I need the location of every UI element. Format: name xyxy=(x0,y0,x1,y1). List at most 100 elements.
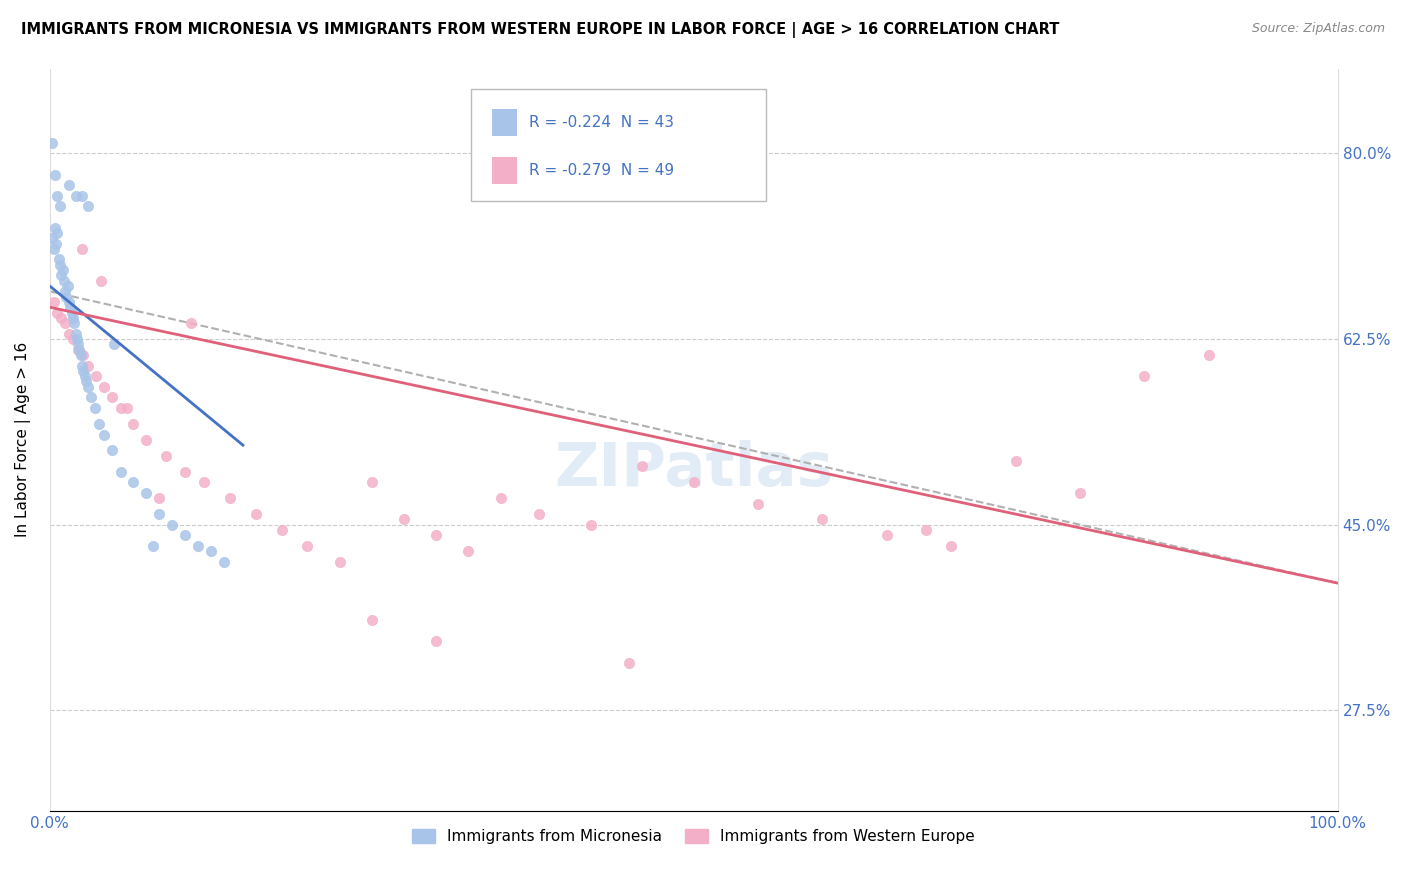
Point xyxy=(122,417,145,431)
Point xyxy=(62,310,84,325)
Point xyxy=(160,517,183,532)
Point xyxy=(579,517,602,532)
Point xyxy=(360,475,382,490)
Point xyxy=(58,326,80,341)
Point xyxy=(77,359,100,373)
Point xyxy=(67,337,90,351)
Y-axis label: In Labor Force | Age > 16: In Labor Force | Age > 16 xyxy=(15,343,31,538)
Point xyxy=(44,220,66,235)
Point xyxy=(58,178,80,193)
Point xyxy=(148,507,170,521)
Point xyxy=(142,539,165,553)
Point xyxy=(65,326,87,341)
Point xyxy=(45,236,67,251)
Point xyxy=(110,465,132,479)
Point xyxy=(135,486,157,500)
Point xyxy=(425,634,447,648)
Point xyxy=(631,459,654,474)
Point xyxy=(1133,369,1156,384)
Point xyxy=(80,391,103,405)
Point xyxy=(58,294,80,309)
Point xyxy=(53,285,76,299)
Point xyxy=(84,369,107,384)
Point xyxy=(73,369,96,384)
Point xyxy=(425,528,447,542)
Point xyxy=(155,449,177,463)
Point xyxy=(60,305,83,319)
Text: ZIPatlas: ZIPatlas xyxy=(554,440,834,499)
Point xyxy=(392,512,415,526)
Point xyxy=(77,199,100,213)
Point xyxy=(914,523,936,537)
Point xyxy=(527,507,550,521)
Text: Source: ZipAtlas.com: Source: ZipAtlas.com xyxy=(1251,22,1385,36)
Text: R = -0.224  N = 43: R = -0.224 N = 43 xyxy=(529,115,673,130)
Point xyxy=(53,316,76,330)
Point xyxy=(41,231,63,245)
Point xyxy=(174,465,197,479)
Point xyxy=(72,348,94,362)
Point xyxy=(619,656,641,670)
Point xyxy=(52,274,75,288)
Point xyxy=(66,332,89,346)
Point xyxy=(811,512,834,526)
Point xyxy=(44,168,66,182)
Point xyxy=(328,555,350,569)
Point xyxy=(51,268,73,283)
Point xyxy=(62,332,84,346)
Point xyxy=(245,507,267,521)
Point xyxy=(122,475,145,490)
Point xyxy=(212,555,235,569)
Point xyxy=(187,539,209,553)
Point xyxy=(193,475,215,490)
Point xyxy=(65,189,87,203)
Point xyxy=(270,523,292,537)
Point xyxy=(90,274,112,288)
Point xyxy=(41,136,63,150)
Point xyxy=(93,380,115,394)
Point xyxy=(70,359,93,373)
Point xyxy=(56,279,79,293)
Point xyxy=(115,401,138,415)
Point xyxy=(52,263,75,277)
Point xyxy=(49,258,72,272)
Point xyxy=(682,475,704,490)
Point xyxy=(457,544,479,558)
Point xyxy=(941,539,963,553)
Point xyxy=(67,343,90,357)
Point xyxy=(747,496,769,510)
Point xyxy=(297,539,319,553)
Point xyxy=(63,316,86,330)
Point xyxy=(42,242,65,256)
Point xyxy=(75,375,97,389)
Point xyxy=(46,226,69,240)
Point xyxy=(46,189,69,203)
Point xyxy=(46,305,69,319)
Point xyxy=(110,401,132,415)
Point xyxy=(83,401,105,415)
Point xyxy=(489,491,512,506)
Point xyxy=(876,528,898,542)
Point xyxy=(67,343,90,357)
Point xyxy=(87,417,110,431)
Point xyxy=(1004,454,1026,468)
Point xyxy=(93,427,115,442)
Point xyxy=(135,433,157,447)
Point xyxy=(360,613,382,627)
Point xyxy=(100,391,122,405)
Text: IMMIGRANTS FROM MICRONESIA VS IMMIGRANTS FROM WESTERN EUROPE IN LABOR FORCE | AG: IMMIGRANTS FROM MICRONESIA VS IMMIGRANTS… xyxy=(21,22,1060,38)
Point xyxy=(180,316,202,330)
Point xyxy=(103,337,125,351)
Point xyxy=(49,199,72,213)
Point xyxy=(219,491,242,506)
Point xyxy=(59,300,82,314)
Point xyxy=(100,443,122,458)
Legend: Immigrants from Micronesia, Immigrants from Western Europe: Immigrants from Micronesia, Immigrants f… xyxy=(412,830,976,845)
Point xyxy=(51,310,73,325)
Point xyxy=(200,544,222,558)
Text: R = -0.279  N = 49: R = -0.279 N = 49 xyxy=(529,163,673,178)
Point xyxy=(69,348,91,362)
Point xyxy=(70,189,93,203)
Point xyxy=(70,242,93,256)
Point xyxy=(42,294,65,309)
